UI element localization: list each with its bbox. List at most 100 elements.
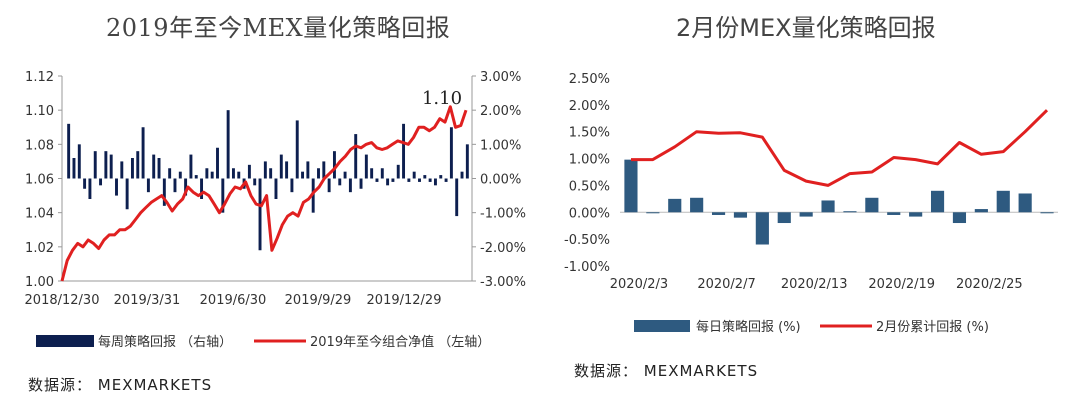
right-y-tick-label: 2.00% — [480, 104, 521, 119]
weekly-return-bar — [407, 178, 411, 182]
weekly-return-bar — [77, 144, 81, 179]
weekly-return-bar — [194, 175, 198, 179]
weekly-return-bar — [120, 161, 124, 179]
weekly-return-bar — [322, 161, 326, 179]
weekly-return-bar — [359, 178, 363, 189]
daily-return-bar — [711, 212, 726, 215]
weekly-return-bar — [200, 178, 204, 199]
weekly-return-bar — [83, 178, 87, 189]
weekly-return-bar — [391, 178, 395, 182]
left-y-tick-label: 1.06 — [25, 173, 54, 188]
legend-bar-swatch — [36, 335, 94, 347]
x-tick-label: 2019/9/29 — [285, 293, 352, 308]
left-chart-title: 2019年至今MEX量化策略回报 — [106, 14, 451, 42]
x-tick-label: 2020/2/13 — [781, 277, 848, 292]
left-y-tick-label: 1.02 — [25, 241, 54, 256]
left-y-tick-label: 1.08 — [25, 138, 54, 153]
weekly-return-bar — [157, 158, 161, 179]
weekly-return-bar — [412, 171, 416, 179]
y-tick-label: -1.00% — [564, 260, 610, 275]
weekly-return-bar — [130, 158, 134, 179]
daily-return-bar — [974, 209, 988, 213]
weekly-return-bar — [173, 178, 177, 193]
y-tick-label: 0.50% — [569, 179, 610, 194]
weekly-return-bar — [433, 178, 437, 186]
weekly-return-bar — [465, 144, 469, 179]
legend-label-daily-return: 每日策略回报 (%) — [696, 319, 801, 335]
weekly-return-bar — [258, 178, 262, 251]
daily-return-bar — [755, 212, 769, 245]
legend-label-cumulative-return: 2月份累计回报 (%) — [876, 320, 989, 335]
weekly-return-bar — [418, 178, 421, 182]
weekly-return-bar — [279, 154, 283, 179]
weekly-return-bar — [295, 120, 299, 179]
daily-return-bar — [733, 212, 748, 218]
weekly-return-bar — [88, 178, 92, 199]
weekly-return-bar — [205, 168, 209, 179]
weekly-return-bar — [332, 151, 336, 179]
weekly-return-bar — [327, 178, 331, 193]
weekly-return-bar — [109, 154, 113, 179]
weekly-return-bar — [449, 127, 453, 179]
weekly-return-bar — [348, 178, 352, 193]
weekly-return-bar — [306, 161, 310, 179]
weekly-return-bar — [178, 171, 182, 179]
weekly-return-bar — [72, 158, 76, 179]
weekly-return-bar — [402, 123, 406, 179]
weekly-return-bar — [146, 178, 150, 193]
x-tick-label: 2020/2/19 — [868, 277, 935, 292]
weekly-return-bar — [253, 178, 257, 186]
right-chart-svg: 2.50% 2.00% 1.50% 1.00% 0.50% 0.00% -0.50% -1.0… — [564, 72, 1058, 335]
daily-return-bar — [1040, 212, 1054, 214]
weekly-return-bar — [370, 168, 374, 179]
weekly-return-bar — [439, 175, 443, 179]
y-tick-label: 0.00% — [569, 206, 610, 221]
weekly-return-bar — [99, 178, 103, 186]
y-tick-label: 1.00% — [569, 153, 610, 168]
daily-return-bar — [930, 190, 945, 213]
daily-return-bar — [668, 198, 682, 213]
left-y-tick-label: 1.04 — [25, 207, 54, 222]
weekly-return-bar — [231, 168, 235, 179]
daily-return-bar — [909, 212, 923, 217]
right-chart-panel: 2月份MEX量化策略回报 2.50% 2.00% 1.50% 1.00% 0.50% 0.… — [540, 0, 1080, 412]
weekly-return-bar — [247, 164, 251, 179]
weekly-return-bar — [460, 171, 464, 179]
left-chart-svg: 1.00 1.02 1.04 1.06 1.08 1.10 1.12 -3.00% -2.00%… — [25, 70, 526, 350]
weekly-return-bar — [104, 151, 108, 179]
weekly-return-bar — [152, 154, 156, 179]
daily-return-bar — [1018, 193, 1032, 213]
right-chart-title: 2月份MEX量化策略回报 — [676, 14, 936, 42]
cumulative-return-line — [631, 109, 1049, 187]
left-y-tick-label: 1.00 — [25, 275, 54, 290]
x-tick-label: 2019/12/29 — [367, 293, 442, 308]
weekly-return-bar — [285, 161, 289, 179]
weekly-return-bar — [386, 178, 390, 186]
weekly-return-bar — [338, 178, 342, 186]
latest-value-annotation: 1.10 — [422, 88, 462, 109]
right-y-tick-label: 3.00% — [480, 70, 521, 85]
weekly-return-bar — [168, 168, 172, 179]
weekly-return-bar — [354, 134, 358, 179]
weekly-return-bar — [444, 178, 448, 182]
weekly-return-bar — [269, 168, 273, 179]
weekly-return-bar — [301, 171, 305, 179]
weekly-return-bar — [343, 171, 347, 179]
daily-return-bar — [843, 211, 857, 213]
right-y-tick-label: -2.00% — [480, 241, 526, 256]
weekly-return-bar — [216, 147, 219, 179]
weekly-return-bar — [221, 178, 225, 213]
weekly-return-bar — [67, 123, 71, 179]
right-y-tick-label: -1.00% — [480, 207, 526, 222]
weekly-return-bar — [311, 178, 315, 213]
weekly-return-bar — [364, 154, 368, 179]
x-tick-label: 2020/2/3 — [610, 277, 668, 292]
net-value-line — [60, 105, 468, 282]
daily-return-bar — [821, 200, 835, 213]
weekly-return-bar — [226, 110, 230, 179]
weekly-return-bar — [423, 175, 427, 179]
weekly-return-bar — [189, 154, 193, 179]
daily-return-bar — [996, 190, 1010, 213]
weekly-return-bar — [263, 161, 267, 179]
weekly-return-bar — [428, 178, 432, 182]
